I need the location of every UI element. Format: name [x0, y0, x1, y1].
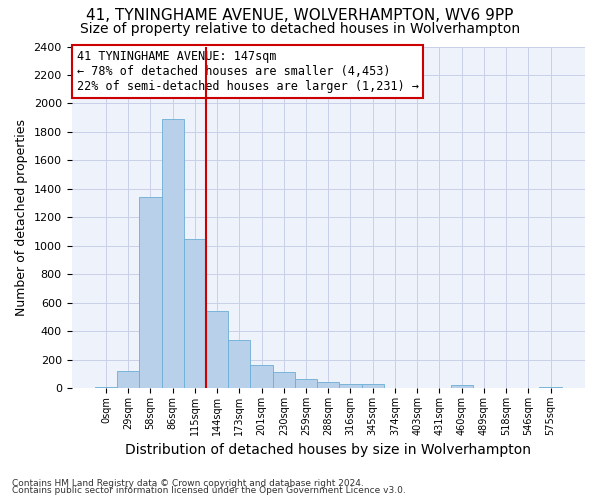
Text: Size of property relative to detached houses in Wolverhampton: Size of property relative to detached ho… — [80, 22, 520, 36]
Bar — [95, 386, 117, 388]
Bar — [161, 119, 184, 388]
Bar — [117, 371, 139, 388]
Bar — [139, 198, 161, 388]
Bar — [317, 382, 340, 388]
Bar — [272, 372, 295, 388]
Bar — [250, 364, 272, 388]
Bar — [340, 384, 362, 388]
Bar — [451, 385, 473, 388]
Bar — [228, 340, 250, 388]
Text: Contains public sector information licensed under the Open Government Licence v3: Contains public sector information licen… — [12, 486, 406, 495]
Text: 41 TYNINGHAME AVENUE: 147sqm
← 78% of detached houses are smaller (4,453)
22% of: 41 TYNINGHAME AVENUE: 147sqm ← 78% of de… — [77, 50, 419, 93]
Text: 41, TYNINGHAME AVENUE, WOLVERHAMPTON, WV6 9PP: 41, TYNINGHAME AVENUE, WOLVERHAMPTON, WV… — [86, 8, 514, 22]
Bar — [295, 379, 317, 388]
X-axis label: Distribution of detached houses by size in Wolverhampton: Distribution of detached houses by size … — [125, 444, 531, 458]
Y-axis label: Number of detached properties: Number of detached properties — [15, 119, 28, 316]
Bar — [539, 386, 562, 388]
Bar — [206, 311, 228, 388]
Text: Contains HM Land Registry data © Crown copyright and database right 2024.: Contains HM Land Registry data © Crown c… — [12, 478, 364, 488]
Bar — [184, 238, 206, 388]
Bar — [362, 384, 384, 388]
